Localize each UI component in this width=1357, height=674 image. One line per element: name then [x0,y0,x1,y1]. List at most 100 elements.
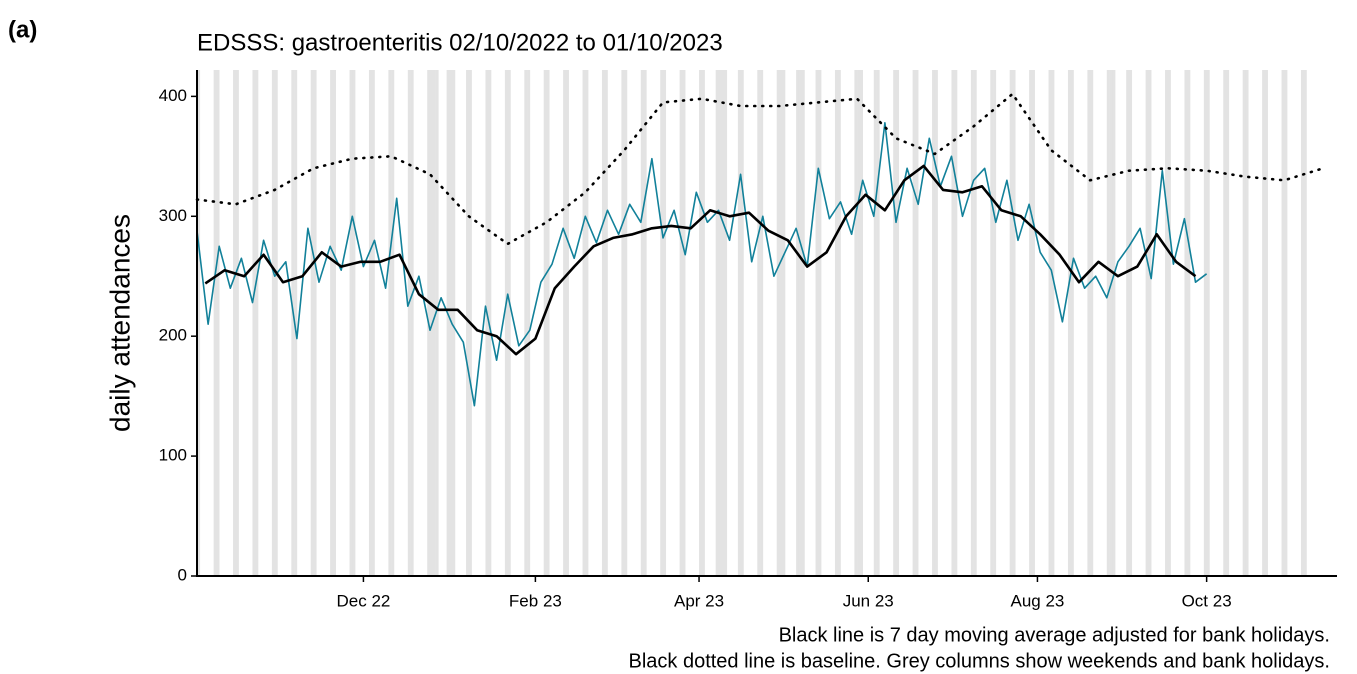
weekend-column [1226,70,1230,576]
weekend-column [601,70,606,576]
weekend-column [349,70,353,576]
weekend-column [1242,70,1246,576]
x-tick-label: Apr 23 [674,591,724,610]
weekend-column [488,70,492,576]
weekend-column [1031,70,1035,576]
caption: Black line is 7 day moving average adjus… [779,624,1330,646]
weekend-column [621,70,625,576]
weekend-column [834,70,839,576]
weekend-column [565,70,569,576]
weekend-column [737,70,741,576]
panel-label: (a) [8,16,37,43]
weekend-column [368,70,373,576]
weekend-column [585,70,589,576]
weekend-column [740,70,744,576]
weekend-column [796,70,800,576]
weekend-column [1165,70,1169,576]
weekend-column [721,70,725,576]
weekend-column [410,70,414,576]
bank-holiday-column [432,70,436,576]
bank-holiday-column [724,70,728,576]
weekend-column [893,70,897,576]
weekend-column [915,70,919,576]
weekend-column [1284,70,1288,576]
chart-title: EDSSS: gastroenteritis 02/10/2022 to 01/… [197,29,723,56]
y-axis-label: daily attendances [104,214,135,432]
x-tick-label: Dec 22 [336,591,390,610]
weekend-column [798,70,802,576]
weekend-column [912,70,916,576]
bank-holiday-column [452,70,456,576]
weekend-column [1281,70,1285,576]
weekend-column [197,70,201,576]
weekend-column [466,70,470,576]
bank-holiday-column [782,70,786,576]
weekend-column [388,70,392,576]
weekend-column [857,70,861,576]
weekend-column [776,70,780,576]
y-tick-label: 100 [159,446,187,465]
weekend-column [643,70,647,576]
weekend-column [701,70,705,576]
weekend-column [446,70,450,576]
weekend-column [507,70,511,576]
weekend-column [854,70,858,576]
weekend-column [504,70,508,576]
weekend-column [757,70,761,576]
shading [197,70,1307,576]
weekend-column [213,70,217,576]
weekend-column [760,70,764,576]
weekend-column [485,70,489,576]
weekend-column [699,70,703,576]
weekend-column [1048,70,1052,576]
series-line [204,164,1197,356]
bank-holiday-column [801,70,805,576]
weekend-column [660,70,664,576]
weekend-column [718,70,722,576]
weekend-column [271,70,275,576]
weekend-column [407,70,411,576]
weekend-column [274,70,278,576]
bank-holiday-column [1112,70,1116,576]
weekend-column [1187,70,1191,576]
x-tick-label: Oct 23 [1182,591,1232,610]
weekend-column [895,70,900,576]
weekend-column [604,70,608,576]
weekend-column [1206,70,1210,576]
weekend-column [932,70,936,576]
weekend-column [313,70,317,576]
weekend-column [779,70,783,576]
weekend-column [990,70,994,576]
weekend-column [815,70,819,576]
y-tick-label: 200 [159,326,187,345]
weekend-column [640,70,644,576]
weekend-column [1145,70,1149,576]
weekend-column [662,70,667,576]
weekend-column [371,70,375,576]
weekend-column [1167,70,1171,576]
weekend-column [1128,70,1133,576]
weekend-column [1300,70,1305,576]
weekend-column [524,70,528,576]
bank-holiday-column [715,70,719,576]
bank-holiday-column [859,70,863,576]
weekend-column [970,70,974,576]
weekend-column [1087,70,1091,576]
weekend-column [954,70,958,576]
weekend-column [1009,70,1013,576]
caption: Black dotted line is baseline. Grey colu… [628,650,1330,672]
weekend-column [1262,70,1266,576]
weekend-column [679,70,683,576]
weekend-column [624,70,628,576]
weekend-column [1184,70,1188,576]
weekend-column [1029,70,1033,576]
weekend-column [1126,70,1130,576]
weekend-column [818,70,822,576]
weekend-column [252,70,256,576]
x-tick-label: Feb 23 [509,591,562,610]
weekend-column [1203,70,1207,576]
weekend-column [391,70,395,576]
weekend-column [973,70,977,576]
weekend-column [873,70,877,576]
weekend-column [291,70,295,576]
